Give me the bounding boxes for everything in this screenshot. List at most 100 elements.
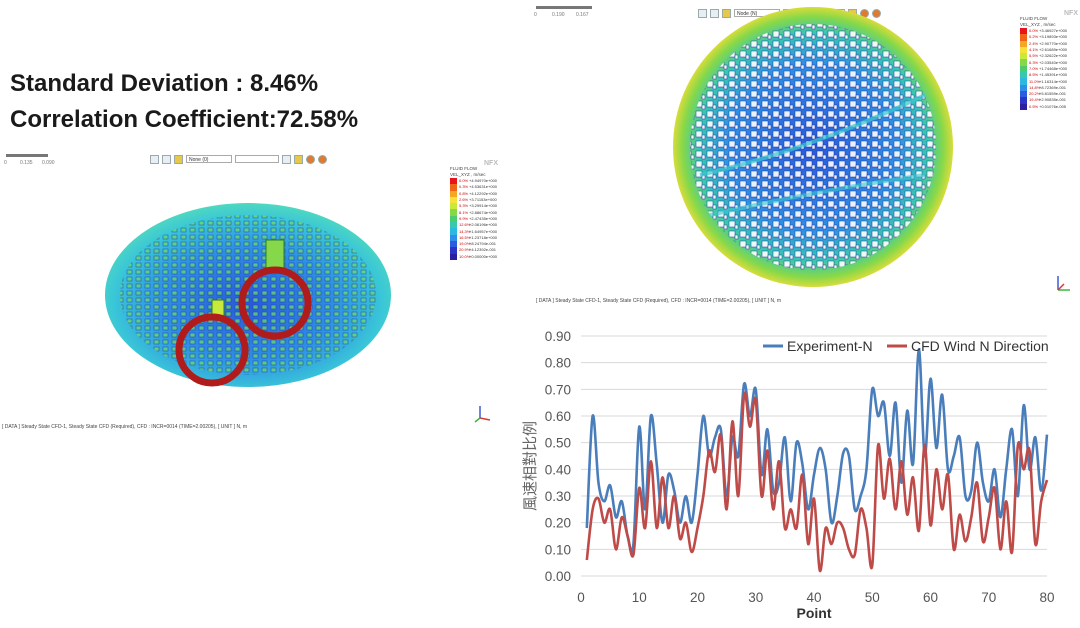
result-dropdown[interactable]: None (0) [186,155,232,163]
y-tick-label: 0.10 [545,542,571,557]
scale-label: 0 [534,12,537,18]
measure-icon[interactable] [282,154,291,164]
filter-field[interactable] [235,155,279,163]
legend-value: +2.32622e+000 [1039,53,1068,59]
legend-row: 5.3% +3.29914e+000 [450,203,498,210]
legend-swatch [450,196,457,204]
x-tick-label: 40 [806,590,821,605]
legend-brand: NFX [484,160,498,167]
legend-row: 20.2% +5.81559e-001 [1020,90,1078,98]
legend-swatch [1020,53,1027,60]
camera-icon[interactable] [162,154,171,164]
legend-swatch [1020,59,1027,66]
legend-value: +4.94970e+000 [469,178,498,184]
legend-row: 4.1% +2.61689e+000 [1020,46,1078,54]
x-tick-label: 30 [748,590,763,605]
y-tick-label: 0.70 [545,382,571,397]
legend-row: 10.0% +0.00000e+000 [450,253,498,260]
comparison-line-chart: 0.00 0.10 0.20 0.30 0.40 0.50 0.60 0.70 0.80 0.90… [521,329,1055,621]
legend-header: FLUID FLOW [450,166,478,171]
legend-value: +2.90835e-001 [1039,97,1067,103]
y-tick-label: 0.30 [545,489,571,504]
legend-row: 16.5% +1.23718e+000 [450,234,498,241]
legend-percent: 0.8% [459,190,469,196]
camera-icon[interactable] [710,8,719,18]
legend-row: 0.3% +4.53631e+000 [450,184,498,191]
scale-label: 0.135 [20,160,33,166]
legend-swatch [450,178,457,185]
legend-swatch [1020,65,1027,73]
legend-row: 19.4% +2.90835e-001 [1020,97,1078,104]
y-tick-label: 0.50 [545,436,571,451]
legend-swatch [450,240,457,248]
legend-swatch [1020,78,1027,85]
legend-percent: 2.6% [459,197,469,203]
y-tick-label: 0.80 [545,356,571,371]
legend-percent: 11.0% [1029,78,1041,84]
legend-percent: 20.2% [1029,91,1041,97]
legend-value: +3.19893e+000 [1039,34,1068,40]
legend-row: 0.5% +0.01076e-005 [1020,103,1078,110]
legend-value: +1.64957e+000 [469,228,498,234]
highlight-circle [175,313,249,387]
axes-triad-icon [474,406,491,423]
legend-row: 19.0% +8.24794e-001 [450,240,498,248]
legend-swatch [450,253,457,260]
correlation-text: Correlation Coefficient:72.58% [10,106,359,133]
legend-swatch [1020,72,1027,79]
y-tick-label: 0.20 [545,516,571,531]
left-cfd-panel: 0 0.135 0.090 None (0) [0,150,500,440]
legend-swatch [450,228,457,235]
legend-value: +2.61689e+000 [1039,47,1068,53]
user-icon[interactable] [174,154,183,164]
legend-value: +2.03540e+000 [1039,59,1068,65]
pan-icon[interactable] [294,154,303,164]
legend-swatch [1020,40,1027,47]
y-tick-label: 0.40 [545,462,571,477]
legend-swatch [450,247,457,254]
legend-value: +4.53631e+000 [469,184,498,190]
legend-value: +4.12292e+000 [469,190,498,196]
legend-percent: 0.0% [459,178,469,184]
legend-brand: NFX [1064,10,1078,17]
scale-label: 0.190 [552,12,565,18]
legend-value: +1.45391e+000 [1039,72,1068,78]
legend-header: VEL_XYZ , m/sec [450,171,486,177]
y-axis-label: 風速相對比例 [521,421,539,511]
user-icon[interactable] [722,8,731,18]
scale-label: 0.090 [42,160,55,166]
legend-percent: 10.0% [459,253,471,259]
legend-row: 6.3% +2.03540e+000 [1020,59,1078,66]
legend-percent: 4.1% [1029,47,1039,53]
legend-header: VEL_XYZ , m/sec [1020,21,1056,27]
legend-value: +3.29914e+000 [469,203,498,209]
legend-row: 8.1% +2.88674e+000 [450,209,498,216]
view-icon[interactable] [698,8,707,18]
view-icon[interactable] [150,154,159,164]
std-dev-text: Standard Deviation : 8.46% [10,70,319,97]
scale-label: 0.167 [576,12,589,18]
legend-percent: 19.4% [1029,97,1041,103]
x-tick-label: 80 [1039,590,1054,605]
legend-swatch [1020,97,1027,104]
legend-value: +5.81559e-001 [1039,91,1067,97]
legend-percent: 6.3% [1029,59,1039,65]
legend-swatch [1020,103,1027,110]
legend-value: +3.71153e+000 [469,197,497,203]
x-tick-label: 60 [923,590,938,605]
zoom-icon[interactable] [306,154,315,164]
x-tick-label: 50 [865,590,880,605]
cfd-model-view [105,203,391,387]
scale-label: 0 [4,160,7,166]
rotate-icon[interactable] [872,8,881,18]
legend-value: +1.23718e+000 [469,234,498,240]
contour-legend: NFX FLUID FLOW VEL_XYZ , m/sec 0.0% +4.94… [450,160,498,260]
rotate-icon[interactable] [318,154,327,164]
x-tick-label: 70 [981,590,996,605]
legend-row: 11.0% +1.16314e+000 [1020,78,1078,85]
legend-swatch [1020,84,1027,91]
legend-value: +2.06196e+000 [469,222,498,228]
legend-row: 8.5% +1.45391e+000 [1020,72,1078,79]
legend-row: 0.2% +3.19893e+000 [1020,34,1078,41]
legend-percent: 12.6% [459,222,471,228]
